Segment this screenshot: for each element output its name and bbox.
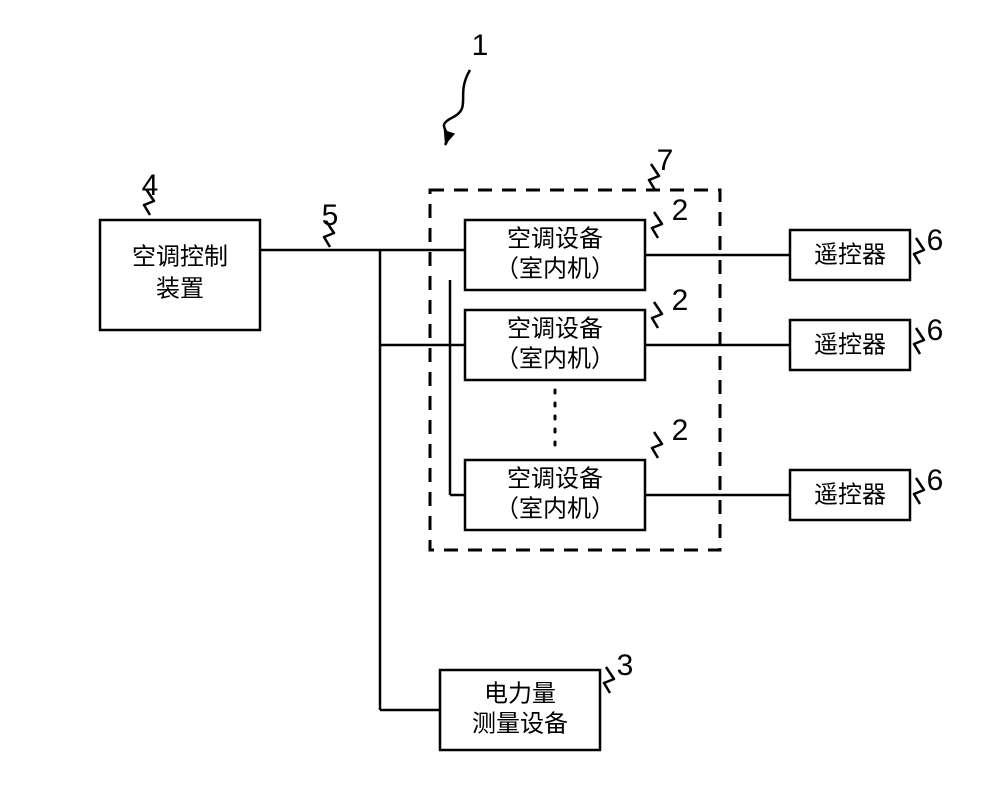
box	[100, 220, 260, 330]
reference-mark	[604, 667, 614, 693]
label-text: （室内机）	[495, 256, 615, 283]
label-text: 遥控器	[814, 242, 886, 269]
label-text: 测量设备	[472, 711, 568, 738]
label-text: 6	[927, 224, 944, 257]
arrow-head	[444, 130, 455, 145]
label-text: 7	[657, 144, 674, 177]
reference-mark	[652, 212, 662, 238]
label-text: 6	[927, 464, 944, 497]
label-text: 遥控器	[814, 332, 886, 359]
label-text: （室内机）	[495, 496, 615, 523]
label-text: （室内机）	[495, 346, 615, 373]
label-text: 3	[617, 649, 634, 682]
label-text: 2	[672, 194, 689, 227]
label-text: 空调设备	[507, 466, 603, 493]
reference-mark	[914, 328, 924, 354]
label-text: 1	[472, 29, 489, 62]
reference-mark	[914, 478, 924, 504]
reference-mark	[914, 238, 924, 264]
label-text: 空调设备	[507, 226, 603, 253]
label-text: 空调控制	[132, 244, 228, 271]
label-text: 空调设备	[507, 316, 603, 343]
label-text: 4	[142, 169, 159, 202]
label-text: 5	[322, 199, 339, 232]
label-text: 6	[927, 314, 944, 347]
label-text: 电力量	[484, 681, 556, 708]
diagram-canvas: 1 空调控制装置 4 7 5 空调设备 （室内机） 2 遥控器 6 空调设备 （室内机） 2 遥控器 6 空调…	[0, 0, 1000, 790]
label-text: 2	[672, 414, 689, 447]
label-text: 遥控器	[814, 482, 886, 509]
label-text: 2	[672, 284, 689, 317]
label-text: 装置	[156, 276, 204, 303]
reference-mark	[652, 432, 662, 458]
reference-mark	[652, 302, 662, 328]
